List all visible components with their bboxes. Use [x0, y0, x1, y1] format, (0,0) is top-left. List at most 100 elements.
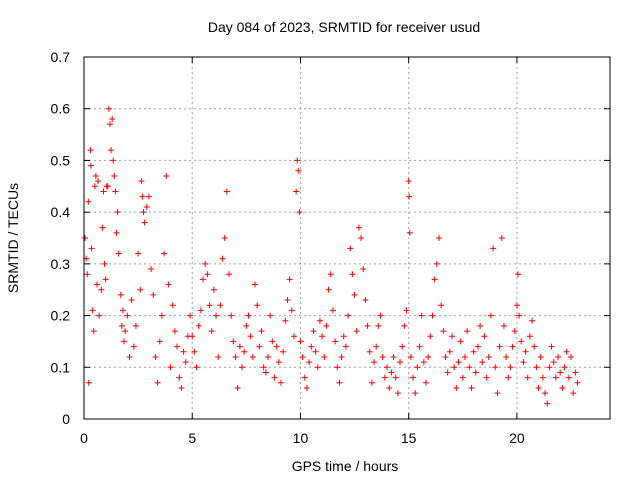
- data-point: [323, 322, 330, 329]
- data-point: [145, 193, 152, 200]
- data-point: [552, 374, 559, 381]
- data-point: [288, 307, 295, 314]
- data-point: [392, 374, 399, 381]
- data-point: [345, 312, 352, 319]
- data-point: [342, 343, 349, 350]
- data-point: [150, 291, 157, 298]
- data-point: [529, 317, 536, 324]
- data-point: [232, 353, 239, 360]
- data-point: [472, 369, 479, 376]
- data-point: [260, 364, 267, 371]
- data-point: [308, 343, 315, 350]
- data-point: [301, 374, 308, 381]
- data-point: [401, 322, 408, 329]
- data-point: [195, 322, 202, 329]
- data-point: [228, 312, 235, 319]
- y-tick-label: 0.1: [51, 359, 71, 375]
- data-point: [522, 348, 529, 355]
- data-point: [210, 286, 217, 293]
- data-point: [273, 343, 280, 350]
- data-point: [420, 359, 427, 366]
- data-point: [509, 343, 516, 350]
- data-points: [82, 105, 581, 407]
- data-point: [459, 374, 466, 381]
- data-point: [85, 379, 92, 386]
- data-point: [379, 353, 386, 360]
- data-point: [90, 328, 97, 335]
- data-point: [99, 224, 106, 231]
- data-point: [252, 281, 259, 288]
- data-point: [158, 312, 165, 319]
- data-point: [143, 203, 150, 210]
- data-point: [427, 333, 434, 340]
- data-point: [105, 105, 112, 112]
- x-tick-label: 0: [80, 430, 88, 446]
- data-point: [520, 359, 527, 366]
- data-point: [113, 229, 120, 236]
- data-point: [568, 353, 575, 360]
- data-point: [312, 348, 319, 355]
- data-point: [544, 400, 551, 407]
- data-point: [435, 235, 442, 241]
- y-tick-label: 0.6: [51, 101, 71, 117]
- data-point: [193, 364, 200, 371]
- data-point: [327, 271, 334, 278]
- data-point: [306, 359, 313, 366]
- data-point: [347, 245, 354, 252]
- data-point: [163, 172, 170, 179]
- y-tick-label: 0: [62, 411, 70, 427]
- data-point: [546, 364, 553, 371]
- data-point: [513, 302, 520, 309]
- data-point: [518, 338, 525, 345]
- data-point: [267, 312, 274, 319]
- data-point: [280, 348, 287, 355]
- data-point: [126, 353, 133, 360]
- data-point: [132, 322, 139, 329]
- y-tick-label: 0.7: [51, 49, 71, 65]
- data-point: [496, 343, 503, 350]
- data-point: [405, 178, 412, 185]
- data-point: [481, 333, 488, 340]
- data-point: [563, 348, 570, 355]
- data-point: [329, 307, 336, 314]
- data-point: [371, 359, 378, 366]
- data-point: [451, 364, 458, 371]
- data-point: [526, 333, 533, 340]
- data-point: [457, 338, 464, 345]
- data-point: [399, 343, 406, 350]
- data-point: [406, 193, 413, 200]
- data-point: [444, 369, 451, 376]
- data-point: [206, 302, 213, 309]
- data-point: [416, 343, 423, 350]
- data-point: [223, 188, 230, 195]
- data-point: [316, 317, 323, 324]
- data-point: [200, 276, 207, 283]
- data-point: [461, 353, 468, 360]
- data-point: [215, 353, 222, 360]
- data-point: [104, 183, 111, 190]
- data-point: [403, 307, 410, 314]
- data-point: [524, 374, 531, 381]
- data-point: [353, 328, 360, 335]
- data-point: [516, 312, 523, 319]
- data-point: [108, 147, 115, 154]
- data-point: [431, 276, 438, 283]
- data-point: [477, 322, 484, 329]
- data-point: [284, 297, 291, 304]
- data-point: [191, 348, 198, 355]
- x-tick-label: 15: [401, 430, 417, 446]
- data-point: [386, 384, 393, 391]
- data-point: [455, 359, 462, 366]
- data-point: [373, 343, 380, 350]
- data-point: [122, 328, 129, 335]
- data-point: [295, 167, 302, 174]
- data-point: [572, 369, 579, 376]
- data-point: [358, 235, 365, 241]
- data-point: [87, 162, 94, 169]
- data-point: [236, 343, 243, 350]
- data-point: [87, 147, 94, 154]
- data-point: [135, 250, 142, 257]
- data-point: [138, 178, 145, 185]
- data-point: [277, 379, 284, 386]
- data-point: [180, 348, 187, 355]
